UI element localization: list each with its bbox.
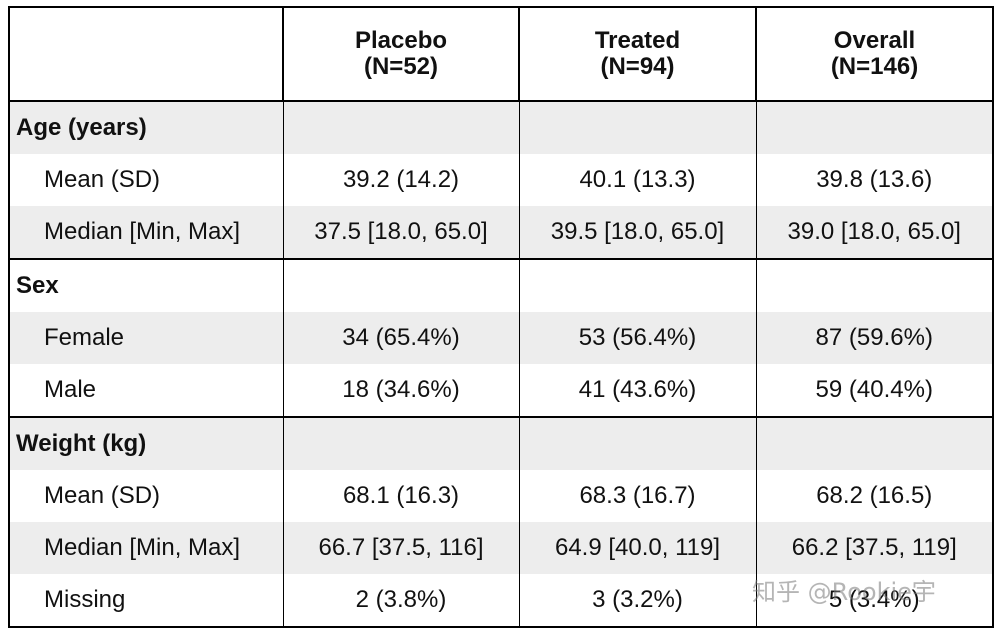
header-cell-placebo: Placebo (N=52) xyxy=(282,6,520,102)
row-label: Male xyxy=(8,364,284,417)
table-row: Mean (SD) 68.1 (16.3) 68.3 (16.7) 68.2 (… xyxy=(8,470,994,522)
empty-cell xyxy=(755,101,994,154)
value-cell-treated: 41 (43.6%) xyxy=(518,364,757,417)
value-cell-overall: 59 (40.4%) xyxy=(755,364,994,417)
group-row-age: Age (years) xyxy=(8,101,994,154)
row-label: Female xyxy=(8,312,284,364)
header-placebo-name: Placebo xyxy=(354,27,448,54)
header-row: Placebo (N=52) Treated (N=94) Overall (N… xyxy=(8,6,994,102)
table-row: Median [Min, Max] 37.5 [18.0, 65.0] 39.5… xyxy=(8,206,994,259)
empty-cell xyxy=(518,416,757,470)
empty-cell xyxy=(755,416,994,470)
value-cell-overall: 68.2 (16.5) xyxy=(755,470,994,522)
table-container: Placebo (N=52) Treated (N=94) Overall (N… xyxy=(8,6,994,628)
row-label: Median [Min, Max] xyxy=(8,206,284,259)
value-cell-placebo: 2 (3.8%) xyxy=(282,574,520,628)
value-cell-placebo: 68.1 (16.3) xyxy=(282,470,520,522)
empty-cell xyxy=(518,258,757,312)
value-cell-overall: 66.2 [37.5, 119] xyxy=(755,522,994,574)
empty-cell xyxy=(518,101,757,154)
value-cell-treated: 39.5 [18.0, 65.0] xyxy=(518,206,757,259)
row-label: Median [Min, Max] xyxy=(8,522,284,574)
header-overall-n: (N=146) xyxy=(830,53,919,80)
empty-cell xyxy=(282,416,520,470)
table-row: Median [Min, Max] 66.7 [37.5, 116] 64.9 … xyxy=(8,522,994,574)
value-cell-overall: 5 (3.4%) xyxy=(755,574,994,628)
table-row: Male 18 (34.6%) 41 (43.6%) 59 (40.4%) xyxy=(8,364,994,417)
value-cell-placebo: 66.7 [37.5, 116] xyxy=(282,522,520,574)
value-cell-overall: 39.8 (13.6) xyxy=(755,154,994,206)
value-cell-placebo: 37.5 [18.0, 65.0] xyxy=(282,206,520,259)
row-label: Missing xyxy=(8,574,284,628)
empty-cell xyxy=(282,258,520,312)
row-label: Mean (SD) xyxy=(8,470,284,522)
value-cell-treated: 3 (3.2%) xyxy=(518,574,757,628)
group-label: Weight (kg) xyxy=(8,416,284,470)
value-cell-placebo: 34 (65.4%) xyxy=(282,312,520,364)
value-cell-overall: 87 (59.6%) xyxy=(755,312,994,364)
empty-cell xyxy=(755,258,994,312)
group-label: Sex xyxy=(8,258,284,312)
value-cell-placebo: 39.2 (14.2) xyxy=(282,154,520,206)
table-row: Missing 2 (3.8%) 3 (3.2%) 5 (3.4%) xyxy=(8,574,994,628)
header-overall-name: Overall xyxy=(833,27,916,54)
value-cell-treated: 68.3 (16.7) xyxy=(518,470,757,522)
table-row: Female 34 (65.4%) 53 (56.4%) 87 (59.6%) xyxy=(8,312,994,364)
group-row-weight: Weight (kg) xyxy=(8,416,994,470)
summary-table: Placebo (N=52) Treated (N=94) Overall (N… xyxy=(8,6,994,628)
group-label: Age (years) xyxy=(8,101,284,154)
value-cell-treated: 40.1 (13.3) xyxy=(518,154,757,206)
header-cell-blank xyxy=(8,6,284,102)
header-cell-overall: Overall (N=146) xyxy=(755,6,994,102)
value-cell-treated: 53 (56.4%) xyxy=(518,312,757,364)
empty-cell xyxy=(282,101,520,154)
value-cell-treated: 64.9 [40.0, 119] xyxy=(518,522,757,574)
value-cell-overall: 39.0 [18.0, 65.0] xyxy=(755,206,994,259)
header-cell-treated: Treated (N=94) xyxy=(518,6,757,102)
header-treated-name: Treated xyxy=(594,27,681,54)
value-cell-placebo: 18 (34.6%) xyxy=(282,364,520,417)
header-placebo-n: (N=52) xyxy=(363,53,439,80)
header-treated-n: (N=94) xyxy=(600,53,675,80)
table-row: Mean (SD) 39.2 (14.2) 40.1 (13.3) 39.8 (… xyxy=(8,154,994,206)
group-row-sex: Sex xyxy=(8,258,994,312)
row-label: Mean (SD) xyxy=(8,154,284,206)
